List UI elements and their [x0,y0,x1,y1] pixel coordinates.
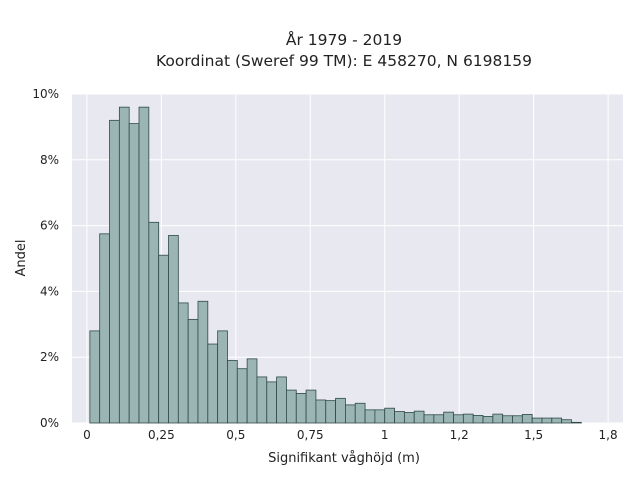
x-axis-ticks: 0 0,25 0,5 0,75 1 1,2 1,5 1,8 [83,428,618,442]
y-tick-label: 2% [40,350,59,364]
histogram-bar [118,106,130,424]
histogram-bar [158,254,169,424]
x-tick-label: 1,2 [450,428,469,442]
histogram-bar [99,233,110,424]
histogram-bar [551,417,563,424]
histogram-bar [521,414,533,424]
x-axis-label: Signifikant våghöjd (m) [268,451,420,466]
y-axis-ticks: 0% 2% 4% 6% 8% 10% [32,87,59,430]
histogram-bar [128,123,140,424]
histogram-bar [246,358,258,424]
histogram-bar [462,413,474,424]
histogram-bar [177,302,189,424]
histogram-bar [138,106,150,424]
y-tick-label: 6% [40,219,59,233]
histogram-bar [541,417,553,424]
bars [89,106,582,424]
histogram-bar [354,402,366,424]
histogram-bar [266,381,278,424]
x-tick-label: 1 [381,428,389,442]
x-tick-label: 1,8 [599,428,618,442]
histogram-bar [364,409,376,424]
histogram-bar [89,330,101,424]
histogram-bar [443,411,454,424]
histogram-bar [492,413,504,424]
histogram-bar [413,410,425,424]
chart-title-line2: Koordinat (Sweref 99 TM): E 458270, N 61… [156,52,532,70]
x-tick-label: 1,5 [524,428,543,442]
histogram-bar [482,416,494,424]
histogram-bar [384,407,395,424]
x-tick-label: 0 [83,428,91,442]
histogram-bar [394,411,405,424]
chart-title-line1: År 1979 - 2019 [286,30,402,49]
histogram-bar [305,389,317,424]
histogram-bar [109,119,120,424]
histogram-bar [472,415,484,424]
x-tick-label: 0,5 [226,428,245,442]
histogram-bar [403,412,415,424]
histogram-bar [345,404,356,424]
histogram-bar [168,235,179,424]
histogram-bar [423,414,435,424]
y-tick-label: 10% [32,87,59,101]
y-tick-label: 4% [40,284,59,298]
histogram-bar [286,389,297,424]
histogram-bar [512,415,523,424]
histogram-bar [187,318,199,424]
histogram-bar [571,421,582,424]
histogram-bar [276,376,287,424]
histogram-bar [315,399,327,424]
histogram-bar [197,300,209,424]
y-tick-label: 0% [40,416,59,430]
x-tick-label: 0,25 [148,428,175,442]
histogram-bar [335,397,346,424]
histogram-bar [236,368,248,424]
y-tick-label: 8% [40,153,59,167]
histogram-bar [217,330,228,424]
histogram-bar [531,417,543,424]
histogram-bar [148,221,160,424]
histogram-bar [374,409,386,424]
histogram-bar [227,360,238,424]
histogram-bar [295,392,307,424]
histogram-bar [207,343,219,424]
histogram-bar [256,376,268,424]
y-axis-label: Andel [14,240,29,277]
histogram-bar [561,419,572,424]
histogram-bar [325,400,336,424]
histogram-bar [453,414,464,424]
histogram-bar [433,414,445,424]
x-tick-label: 0,75 [297,428,324,442]
histogram-bar [502,415,513,424]
